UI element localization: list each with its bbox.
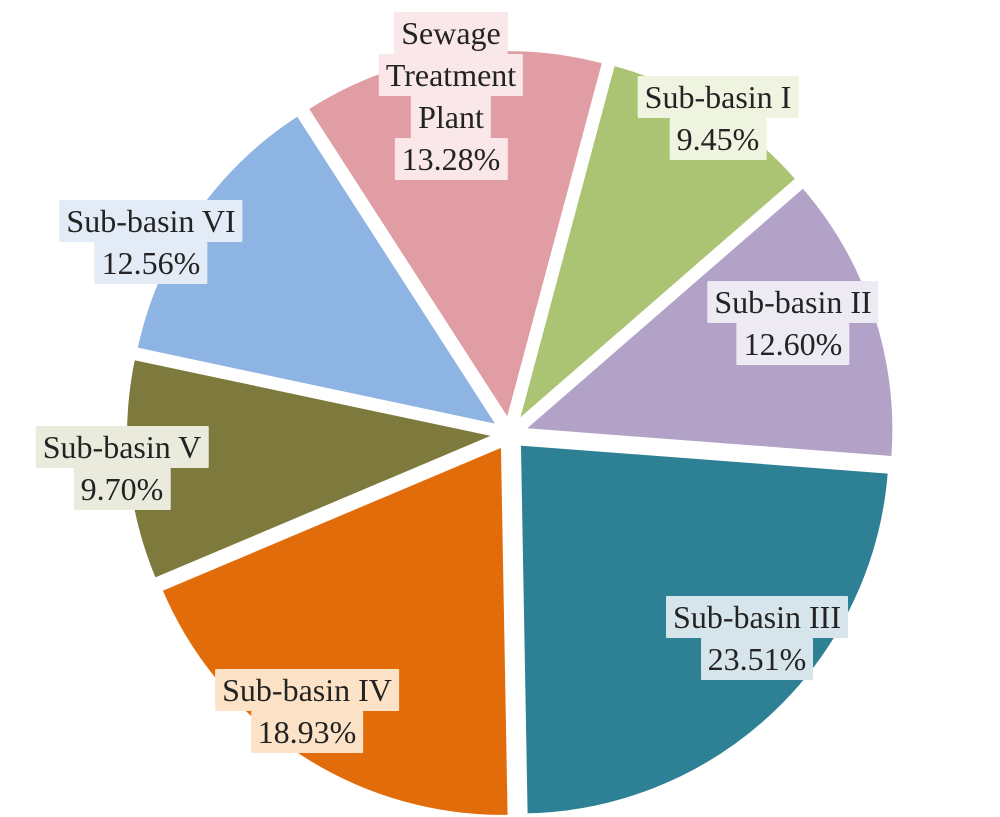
pie-slice-sub-basin-iv bbox=[158, 442, 512, 817]
pie-label-value: 18.93% bbox=[250, 711, 364, 753]
pie-label-line: 12.56% bbox=[59, 242, 242, 284]
pie-label-value: 13.28% bbox=[394, 138, 508, 180]
pie-label-line: Plant bbox=[379, 96, 523, 138]
pie-label-text: Sub-basin I bbox=[637, 76, 799, 118]
pie-label-line: Sub-basin II bbox=[707, 281, 879, 323]
pie-label-sub-basin-ii: Sub-basin II 12.60% bbox=[707, 281, 879, 365]
pie-label-value: 23.51% bbox=[700, 638, 814, 680]
pie-label-value: 9.45% bbox=[669, 118, 767, 160]
pie-label-line: 23.51% bbox=[666, 638, 848, 680]
pie-label-line: 13.28% bbox=[379, 138, 523, 180]
pie-label-sub-basin-i: Sub-basin I 9.45% bbox=[637, 76, 799, 160]
pie-label-text: Treatment bbox=[378, 54, 524, 96]
pie-label-line: Sub-basin VI bbox=[59, 200, 243, 242]
pie-label-text: Sub-basin V bbox=[35, 426, 209, 468]
pie-label-line: Sub-basin I bbox=[637, 76, 799, 118]
pie-label-line: Sub-basin III bbox=[666, 596, 848, 638]
pie-label-text: Plant bbox=[411, 96, 491, 138]
pie-label-line: 18.93% bbox=[215, 711, 399, 753]
pie-label-sub-basin-iii: Sub-basin III 23.51% bbox=[666, 596, 848, 680]
pie-label-text: Sewage bbox=[394, 12, 508, 54]
pie-label-value: 12.56% bbox=[94, 242, 208, 284]
pie-label-line: 9.45% bbox=[638, 118, 799, 160]
pie-label-line: Sub-basin IV bbox=[215, 669, 399, 711]
pie-label-line: Sewage bbox=[379, 12, 523, 54]
pie-label-line: Sub-basin V bbox=[35, 426, 209, 468]
pie-label-sub-basin-v: Sub-basin V 9.70% bbox=[35, 426, 209, 510]
pie-label-sub-basin-vi: Sub-basin VI 12.56% bbox=[59, 200, 243, 284]
pie-label-sewage-treatment-plant: Sewage Treatment Plant 13.28% bbox=[378, 12, 524, 180]
pie-label-text: Sub-basin II bbox=[707, 281, 879, 323]
pie-label-line: 9.70% bbox=[36, 468, 209, 510]
pie-label-line: Treatment bbox=[378, 54, 524, 96]
pie-label-value: 9.70% bbox=[73, 468, 171, 510]
pie-label-sub-basin-iv: Sub-basin IV 18.93% bbox=[215, 669, 399, 753]
pie-label-value: 12.60% bbox=[736, 323, 850, 365]
pie-label-text: Sub-basin III bbox=[666, 596, 848, 638]
pie-label-line: 12.60% bbox=[707, 323, 878, 365]
pie-label-text: Sub-basin VI bbox=[59, 200, 243, 242]
pie-label-text: Sub-basin IV bbox=[215, 669, 399, 711]
